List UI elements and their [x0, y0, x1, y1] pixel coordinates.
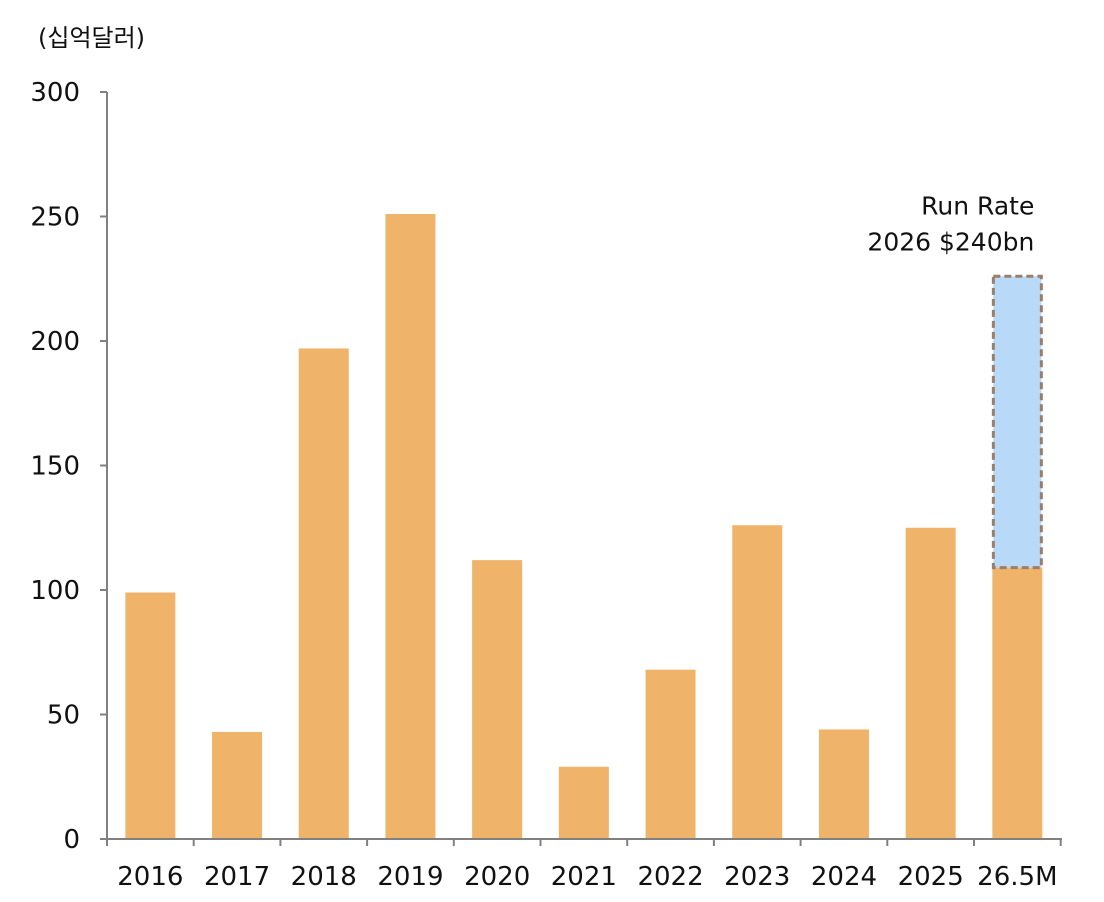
run-rate-projection-bar [991, 274, 1043, 570]
y-tick-label: 50 [47, 701, 80, 731]
x-tick-label: 2019 [377, 862, 443, 892]
bar-2023 [732, 525, 783, 839]
run-rate-annotation-line1: Run Rate [921, 191, 1034, 220]
bar-2019 [385, 214, 436, 839]
x-tick-label: 2023 [724, 862, 790, 892]
y-axis-unit-label: (십억달러) [38, 24, 145, 52]
bar-26.5M [992, 567, 1043, 839]
bar-2024 [818, 729, 869, 839]
bar-2025 [905, 527, 956, 839]
y-axis-ticks: 0 50 100 150 200 250 300 [30, 78, 107, 855]
y-tick-label: 0 [63, 825, 80, 855]
x-axis-ticks: 2016 2017 2018 2019 2020 2021 2022 2023 2024 2025… [106, 839, 1062, 892]
bar-2020 [472, 560, 523, 839]
x-tick-label: 2018 [291, 862, 357, 892]
y-tick-label: 300 [30, 78, 80, 108]
x-tick-label: 2020 [464, 862, 530, 892]
run-rate-annotation-line2: 2026 $240bn [867, 227, 1034, 256]
bars-group [125, 214, 1043, 839]
y-tick-label: 250 [30, 203, 80, 233]
x-tick-label: 2025 [898, 862, 964, 892]
bar-2021 [558, 766, 609, 839]
x-tick-label: 26.5M [977, 862, 1057, 892]
bar-2017 [212, 731, 263, 839]
x-tick-label: 2017 [204, 862, 270, 892]
x-tick-label: 2024 [811, 862, 877, 892]
y-tick-label: 200 [30, 327, 80, 357]
x-tick-label: 2016 [117, 862, 183, 892]
x-tick-label: 2021 [551, 862, 617, 892]
bar-2018 [298, 348, 349, 839]
bar-2022 [645, 669, 696, 839]
y-tick-label: 100 [30, 576, 80, 606]
x-tick-label: 2022 [637, 862, 703, 892]
bar-2016 [125, 592, 176, 839]
y-tick-label: 150 [30, 452, 80, 482]
